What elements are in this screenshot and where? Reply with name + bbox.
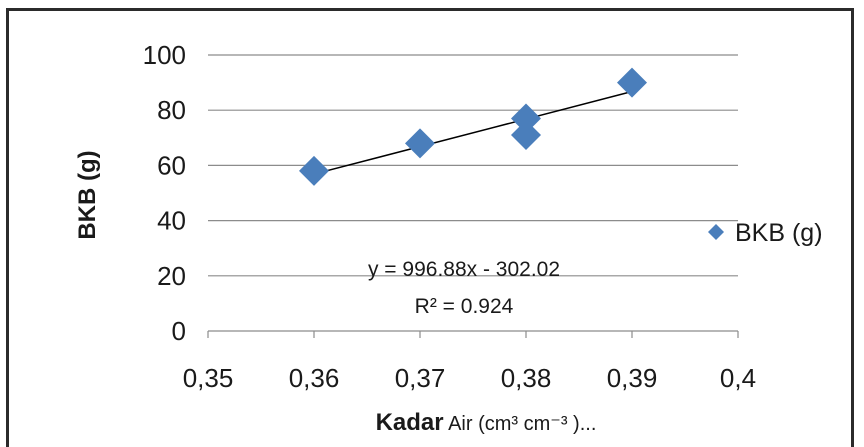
x-axis-label-rest: Air (cm³ cm⁻³ )...: [444, 413, 597, 435]
data-point: [617, 67, 647, 98]
trend-equation: y = 996.88x - 302.02: [368, 258, 560, 281]
data-point: [511, 103, 541, 134]
x-tick-label: 0,37: [395, 363, 446, 393]
y-tick-labels: 0 20 40 60 80 100: [143, 40, 186, 346]
x-axis-label: Kadar Air (cm³ cm⁻³ )...: [376, 409, 597, 436]
trendline: [313, 90, 633, 175]
y-tick-label: 80: [157, 95, 186, 125]
x-tick-label: 0,4: [720, 363, 756, 393]
trendline-group: [313, 90, 633, 175]
legend-label: BKB (g): [735, 219, 823, 247]
data-point: [405, 128, 435, 159]
x-tick-label: 0,39: [607, 363, 658, 393]
x-tick-labels: 0,35 0,36 0,37 0,38 0,39 0,4: [183, 331, 756, 393]
legend: BKB (g): [708, 219, 823, 247]
x-tick-label: 0,35: [183, 363, 234, 393]
y-axis-label: BKB (g): [74, 150, 101, 239]
y-tick-label: 20: [157, 261, 186, 291]
data-point: [511, 120, 541, 151]
x-tick-label: 0,36: [289, 363, 340, 393]
y-tick-label: 40: [157, 206, 186, 236]
r-squared-label: R² = 0.924: [415, 295, 514, 318]
x-axis-label-bold: Kadar: [376, 409, 444, 436]
y-tick-label: 100: [143, 40, 186, 70]
legend-marker: [708, 224, 724, 240]
y-tick-label: 0: [172, 316, 186, 346]
data-points: [299, 67, 647, 186]
y-tick-label: 60: [157, 150, 186, 180]
data-point: [299, 155, 329, 186]
x-tick-label: 0,38: [501, 363, 552, 393]
gridlines: [208, 54, 738, 332]
